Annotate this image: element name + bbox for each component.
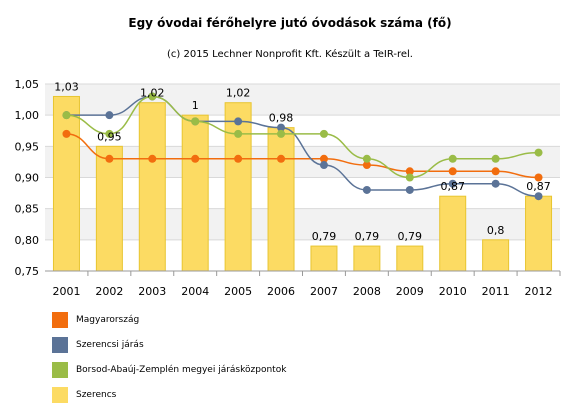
bar-data-label: 0,8 [487,224,505,237]
series-point [62,111,71,120]
series-point [319,161,328,170]
series-point [362,185,371,194]
y-tick-label: 0,75 [15,265,40,278]
x-tick-label: 2002 [95,285,123,298]
bar-data-label: 0,87 [440,180,465,193]
series-point [534,192,543,201]
legend-label: Szerencs [76,390,117,400]
bar-szerencs [138,102,166,272]
bar-szerencs [224,102,252,272]
series-point [405,173,414,182]
legend: Magyarország Szerencsi járás Borsod-Abaú… [52,312,286,412]
series-point [277,154,286,163]
bar-szerencs [52,95,80,272]
series-point [362,161,371,170]
legend-item-szerencsi-jaras[interactable]: Szerencsi járás [52,337,286,353]
series-point [491,167,500,176]
legend-swatch [52,312,68,328]
bar-data-label: 1 [192,99,199,112]
bar-szerencs [439,195,467,272]
chart-title: Egy óvodai férőhelyre jutó óvodások szám… [128,16,452,30]
bar-szerencs [267,127,295,272]
legend-item-szerencs[interactable]: Szerencs [52,387,286,403]
bar-data-label: 1,02 [226,87,251,100]
y-tick-label: 0,90 [15,172,40,185]
bar-data-label: 0,79 [312,230,337,243]
series-point [534,148,543,157]
legend-label: Magyarország [76,315,140,325]
series-point [191,154,200,163]
series-point [148,92,157,101]
bar-data-label: 1,03 [54,80,79,93]
bar-szerencs [310,245,338,272]
bar-data-label: 0,79 [398,230,423,243]
x-tick-label: 2012 [525,285,553,298]
series-point [448,167,457,176]
x-tick-label: 2011 [482,285,510,298]
grid-band [45,208,560,240]
series-point [448,179,457,188]
y-tick-label: 1,00 [15,109,40,122]
bar-data-label: 0,98 [269,112,294,125]
y-tick-label: 1,05 [15,78,40,91]
y-tick-label: 0,85 [15,203,40,216]
grid-band [45,84,560,116]
legend-swatch [52,337,68,353]
bar-data-label: 0,79 [355,230,380,243]
legend-swatch [52,362,68,378]
grid-band [45,146,560,178]
bar-szerencs [353,245,381,272]
series-point [319,129,328,138]
legend-label: Szerencsi járás [76,340,144,350]
x-tick-label: 2004 [181,285,209,298]
series-point [277,129,286,138]
x-tick-label: 2010 [439,285,467,298]
chart-svg: 0,75 0,80 0,85 0,90 0,95 1,00 1,05 1,03 0,95 1,02… [15,78,561,298]
bar-szerencs [95,145,123,272]
bar-data-label: 0,95 [97,130,122,143]
x-tick-label: 2001 [52,285,80,298]
bar-data-label: 0,87 [526,180,551,193]
series-point [234,129,243,138]
series-point [105,154,114,163]
x-tick-label: 2003 [138,285,166,298]
series-point [362,154,371,163]
series-point [534,173,543,182]
series-point [234,154,243,163]
series-point [234,117,243,126]
series-point [148,154,157,163]
series-point [448,154,457,163]
series-point [319,154,328,163]
x-tick-label: 2006 [267,285,295,298]
series-point [405,167,414,176]
x-tick-label: 2008 [353,285,381,298]
bar-szerencs [482,239,510,272]
legend-swatch [52,387,68,403]
y-tick-label: 0,80 [15,234,40,247]
series-point [105,129,114,138]
chart-subtitle: (c) 2015 Lechner Nonprofit Kft. Készült … [166,49,413,60]
series-point [191,117,200,126]
series-point [105,111,114,120]
series-point [491,154,500,163]
bar-szerencs [181,114,209,272]
series-point [405,185,414,194]
x-tick-label: 2005 [224,285,252,298]
y-tick-label: 0,95 [15,140,40,153]
series-point [277,123,286,132]
legend-item-baz-jaraskozpontok[interactable]: Borsod-Abaúj-Zemplén megyei járásközpont… [52,362,286,378]
legend-label: Borsod-Abaúj-Zemplén megyei járásközpont… [76,365,287,375]
x-tick-label: 2009 [396,285,424,298]
bar-szerencs [396,245,424,272]
bar-szerencs [525,195,553,272]
series-point [62,129,71,138]
x-tick-label: 2007 [310,285,338,298]
bar-data-label: 1,02 [140,87,165,100]
legend-item-magyarorszag[interactable]: Magyarország [52,312,286,328]
series-point [491,179,500,188]
